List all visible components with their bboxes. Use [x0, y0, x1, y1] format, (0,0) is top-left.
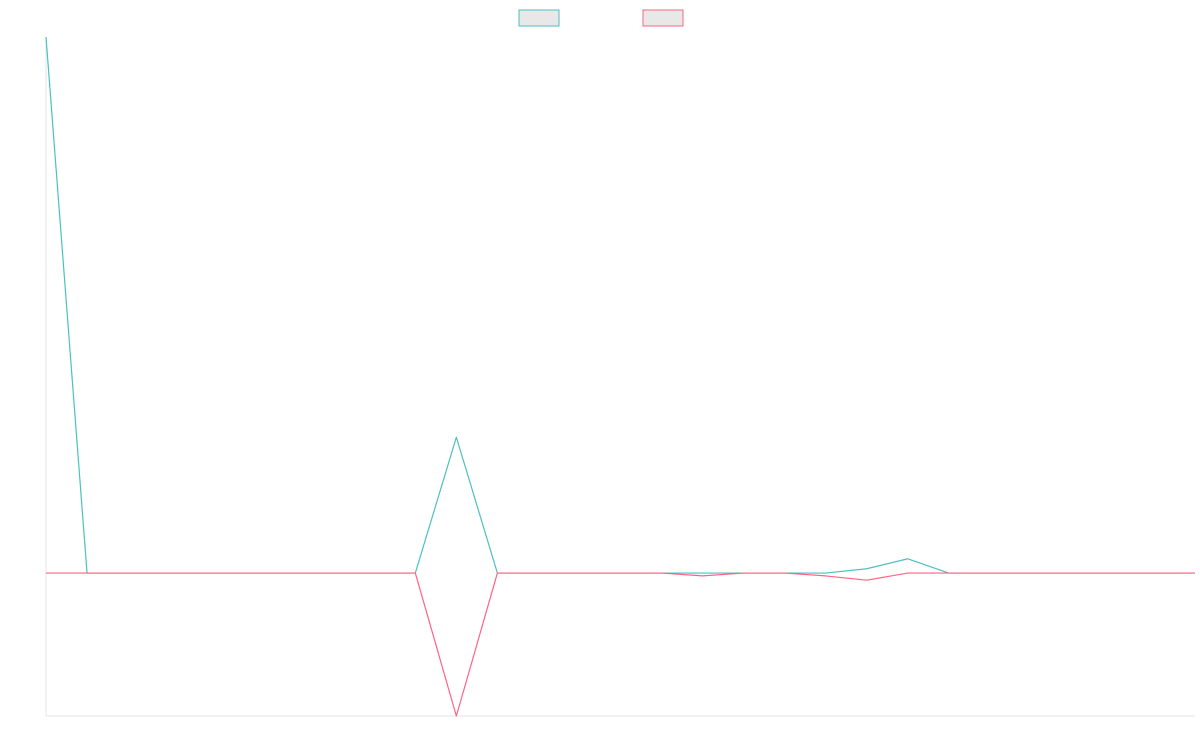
series-line-1 [45, 36, 1195, 574]
legend[interactable] [518, 9, 684, 27]
series-layer [45, 36, 1195, 717]
series-line-2 [46, 572, 1195, 717]
legend-swatch-1[interactable] [518, 9, 560, 27]
axes [45, 37, 1195, 717]
legend-swatch-2[interactable] [642, 9, 684, 27]
